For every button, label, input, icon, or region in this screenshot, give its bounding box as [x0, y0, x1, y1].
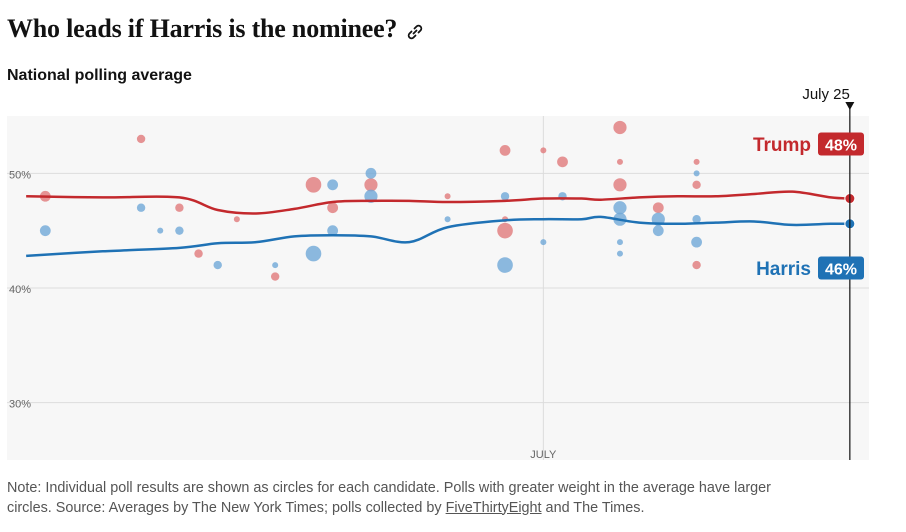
trump-poll-dot	[270, 272, 280, 281]
trump-poll-dot	[613, 178, 627, 192]
chart-note: Note: Individual poll results are shown …	[7, 479, 807, 518]
harris-poll-dot	[157, 227, 164, 234]
trump-name-label: Trump	[753, 135, 811, 156]
trump-poll-dot	[652, 202, 664, 214]
trump-poll-dot	[693, 158, 700, 165]
date-marker: July 25	[802, 86, 855, 460]
harris-poll-dot	[616, 239, 623, 246]
harris-poll-dot	[500, 192, 510, 201]
harris-name-label: Harris	[756, 259, 811, 280]
date-marker-label: July 25	[802, 86, 850, 103]
average-lines	[26, 190, 856, 258]
trump-poll-dot	[499, 145, 511, 156]
candidate-labels: Trump 48% Harris 46%	[751, 132, 864, 282]
trump-poll-dot	[557, 156, 568, 168]
y-tick-label: 50%	[9, 169, 31, 181]
trump-poll-dot	[327, 202, 339, 214]
harris-poll-dot	[327, 179, 339, 191]
harris-poll-dot	[272, 262, 279, 269]
gridlines	[7, 116, 869, 460]
harris-poll-dot	[327, 225, 339, 237]
harris-average-line	[26, 215, 850, 258]
trump-poll-dot	[364, 178, 378, 192]
y-tick-label: 40%	[9, 284, 31, 296]
harris-poll-dot	[365, 167, 377, 179]
fivethirtyeight-link[interactable]: FiveThirtyEight	[445, 499, 542, 516]
trump-poll-dot	[692, 180, 701, 189]
x-tick-label: JULY	[530, 449, 557, 461]
chart-title-text: Who leads if Harris is the nominee?	[7, 14, 398, 43]
trump-poll-dot	[444, 193, 451, 200]
y-tick-label: 30%	[9, 399, 31, 411]
trump-poll-dot	[540, 147, 547, 154]
trump-poll-dot	[613, 120, 627, 135]
harris-value-label: 46%	[825, 262, 857, 279]
polling-chart: 30% 40% 50% JULY July 25 Trump 48% Harris 46%	[7, 86, 869, 461]
harris-poll-dot	[652, 225, 664, 237]
harris-poll-dot	[497, 257, 513, 273]
y-axis-ticks: 30% 40% 50%	[9, 169, 31, 410]
harris-poll-dot	[305, 245, 322, 262]
harris-poll-dot	[213, 260, 222, 270]
note-text-end: and The Times.	[541, 499, 645, 516]
trump-average-line	[26, 190, 850, 215]
trump-poll-dot	[194, 249, 203, 258]
trump-value-label: 48%	[825, 138, 857, 155]
harris-poll-dot	[540, 239, 547, 246]
harris-poll-dot	[444, 216, 451, 223]
x-axis-ticks: JULY	[530, 449, 557, 461]
trump-poll-dot	[616, 158, 623, 165]
harris-poll-dot	[693, 170, 700, 177]
trump-poll-dot	[692, 260, 701, 270]
harris-poll-dot	[691, 236, 702, 248]
harris-poll-dot	[136, 203, 146, 212]
harris-value-badge	[818, 256, 864, 280]
date-marker-arrow	[845, 102, 855, 110]
link-icon[interactable]	[405, 19, 425, 40]
harris-poll-dot	[692, 215, 701, 224]
chart-subtitle: National polling average	[7, 67, 192, 84]
note-text: Note: Individual poll results are shown …	[7, 480, 771, 516]
harris-poll-dot	[39, 225, 51, 237]
trump-poll-dot	[497, 222, 513, 239]
trump-poll-dot	[305, 177, 322, 193]
trump-poll-dot	[136, 134, 146, 144]
trump-value-badge	[818, 132, 864, 156]
harris-poll-dot	[175, 226, 184, 235]
chart-title: Who leads if Harris is the nominee?	[7, 14, 425, 44]
trump-poll-dot	[233, 216, 240, 223]
harris-poll-dot	[613, 201, 627, 215]
harris-poll-dot	[616, 250, 623, 257]
trump-poll-dot	[175, 203, 184, 212]
